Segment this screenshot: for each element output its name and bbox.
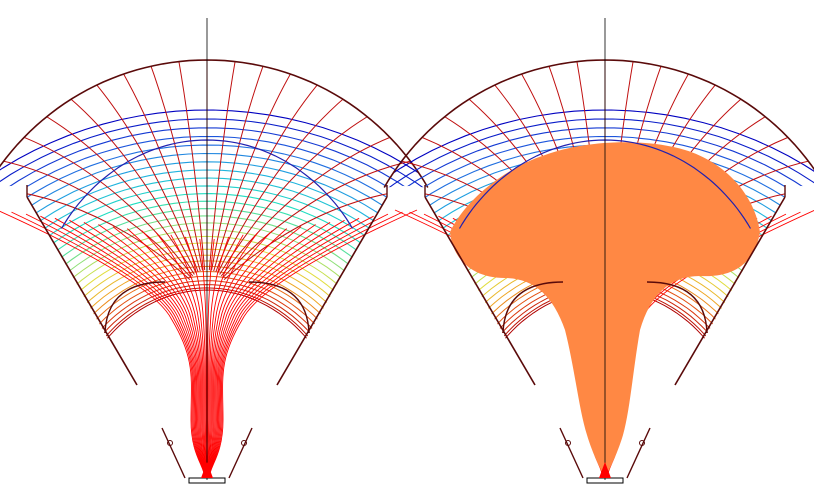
field-line — [207, 228, 287, 479]
equipotential-line — [0, 127, 428, 366]
field-line — [199, 238, 208, 479]
radial-line — [213, 60, 319, 272]
emitter-tip — [599, 462, 611, 478]
field-line — [207, 219, 345, 479]
field-group — [0, 60, 428, 381]
equipotential-line — [0, 144, 428, 366]
field-line — [83, 222, 207, 479]
inner-bowl-left — [502, 281, 564, 334]
equipotential-line — [0, 161, 428, 367]
field-line — [206, 238, 215, 479]
left-wall — [26, 196, 138, 386]
nozzle-right — [228, 427, 253, 479]
field-line — [208, 211, 403, 479]
field-line — [208, 213, 389, 479]
field-line — [155, 232, 207, 479]
equipotential-line — [0, 118, 428, 366]
field-line-bundle — [0, 209, 418, 479]
equipotential-line — [384, 118, 814, 366]
field-line — [112, 226, 207, 479]
field-line — [207, 226, 302, 479]
equipotential-line — [384, 127, 814, 366]
field-line — [207, 232, 259, 479]
electrode-right — [639, 440, 645, 446]
field-line — [127, 228, 207, 479]
field-line — [207, 222, 331, 479]
field-line — [170, 234, 208, 479]
electrode-left — [565, 440, 571, 446]
right-wall — [276, 196, 388, 386]
field-line — [208, 215, 374, 479]
outer-arc — [0, 59, 429, 188]
equipotential-line — [384, 135, 814, 366]
left-wall — [424, 196, 536, 386]
field-line — [141, 230, 207, 479]
emitter-tip — [201, 462, 213, 478]
radial-line — [208, 60, 246, 271]
nozzle-left — [161, 427, 186, 479]
inner-bowl-right — [248, 281, 310, 334]
nozzle-right — [626, 427, 651, 479]
equipotential-line — [0, 152, 428, 367]
field-line — [54, 217, 207, 479]
field-line — [11, 211, 206, 479]
field-line — [98, 224, 207, 479]
field-line — [0, 210, 206, 479]
panel-right — [383, 18, 814, 484]
radial-line — [223, 186, 428, 280]
field-line — [184, 236, 208, 479]
equipotential-line — [0, 135, 428, 366]
radial-line — [131, 60, 203, 271]
field-line — [207, 217, 360, 479]
radial-line — [95, 60, 201, 272]
radial-line — [168, 60, 206, 271]
field-line — [206, 234, 244, 479]
field-line — [69, 219, 207, 479]
nozzle-left — [559, 427, 584, 479]
equipotential-line — [0, 109, 428, 366]
electrode-right — [241, 440, 247, 446]
radial-line — [0, 186, 191, 280]
inner-bowl-left — [104, 281, 166, 334]
field-line — [25, 213, 206, 479]
radial-line — [0, 153, 192, 279]
equipotential-line — [384, 109, 814, 366]
field-line — [208, 209, 418, 479]
field-line — [207, 230, 273, 479]
radial-line — [211, 60, 283, 271]
field-line — [40, 215, 206, 479]
electrode-left — [167, 440, 173, 446]
field-line — [207, 224, 316, 479]
right-wall — [674, 196, 786, 386]
field-line — [206, 236, 230, 479]
inner-bowl-right — [646, 281, 708, 334]
